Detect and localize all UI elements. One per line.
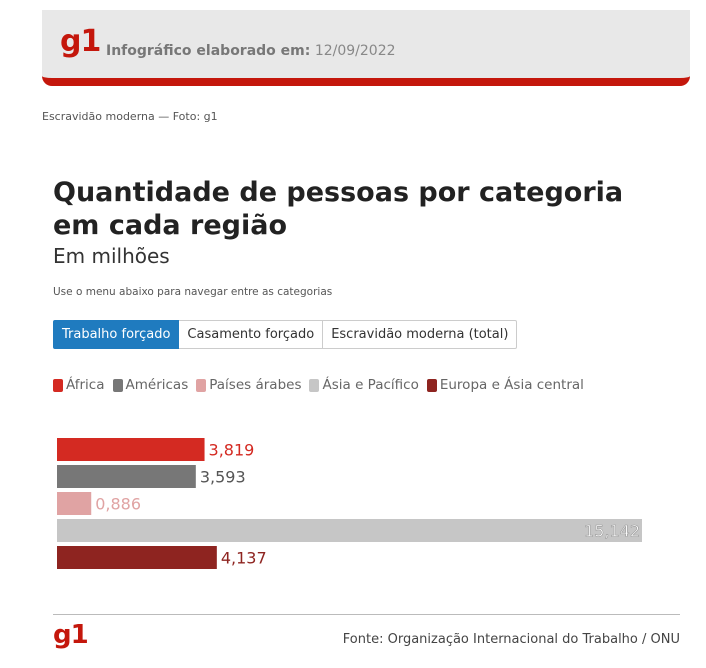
legend-label: Países árabes [209,377,302,393]
navigation-hint: Use o menu abaixo para navegar entre as … [53,286,333,298]
legend-swatch [196,378,207,392]
legend-label: Américas [125,377,189,393]
legend-swatch [53,378,63,392]
legend-item-europa-asia-central[interactable]: Europa e Ásia central [426,377,584,393]
bar-1[interactable] [57,465,196,488]
legend-label: Ásia e Pacífico [322,377,419,393]
legend-item-asia-pacifico[interactable]: Ásia e Pacífico [309,377,419,393]
made-on-label: Infográfico elaborado em: 12/09/2022 [106,43,396,59]
bar-3[interactable] [57,519,642,542]
bar-value-label-3: 15,142 [584,522,640,541]
made-on-date: 12/09/2022 [314,43,396,59]
legend-swatch [309,378,320,392]
chart-title: Quantidade de pessoas por categoria em c… [53,177,624,241]
g1-logo: g1 [60,24,101,59]
legend-item-paises-arabes[interactable]: Países árabes [196,377,301,393]
legend-label: Europa e Ásia central [439,377,584,393]
made-on-text: Infográfico elaborado em: [106,43,311,59]
legend-swatch [426,378,437,392]
chart-legend: África Américas Países árabes Ásia e Pac… [53,377,584,393]
bar-value-label-0: 3,819 [209,441,255,460]
bar-0[interactable] [57,438,205,461]
bar-value-label-4: 4,137 [221,549,267,568]
tab-trabalho-forcado[interactable]: Trabalho forçado [53,320,180,349]
source-note: Fonte: Organização Internacional do Trab… [342,632,680,647]
legend-item-americas[interactable]: Américas [112,377,189,393]
footer-divider [53,614,680,615]
tab-casamento-forcado[interactable]: Casamento forçado [179,320,324,349]
bar-value-label-1: 3,593 [200,468,246,487]
bar-4[interactable] [57,546,217,569]
bar-2[interactable] [57,492,92,515]
legend-item-africa[interactable]: África [53,377,105,393]
bar-chart: 3,819 3,593 0,886 15,142 4,137 [57,438,642,569]
header-card: g1 Infográfico elaborado em: 12/09/2022 [42,10,690,86]
legend-label: África [66,377,105,393]
bar-value-label-2: 0,886 [95,495,141,514]
legend-swatch [112,378,123,392]
tab-escravidao-moderna[interactable]: Escravidão moderna (total) [323,320,518,349]
footer-g1-logo: g1 [53,620,89,650]
category-tabs: Trabalho forçado Casamento forçado Escra… [53,320,518,349]
photo-caption: Escravidão moderna — Foto: g1 [42,110,218,123]
chart-subtitle: Em milhões [53,244,170,268]
